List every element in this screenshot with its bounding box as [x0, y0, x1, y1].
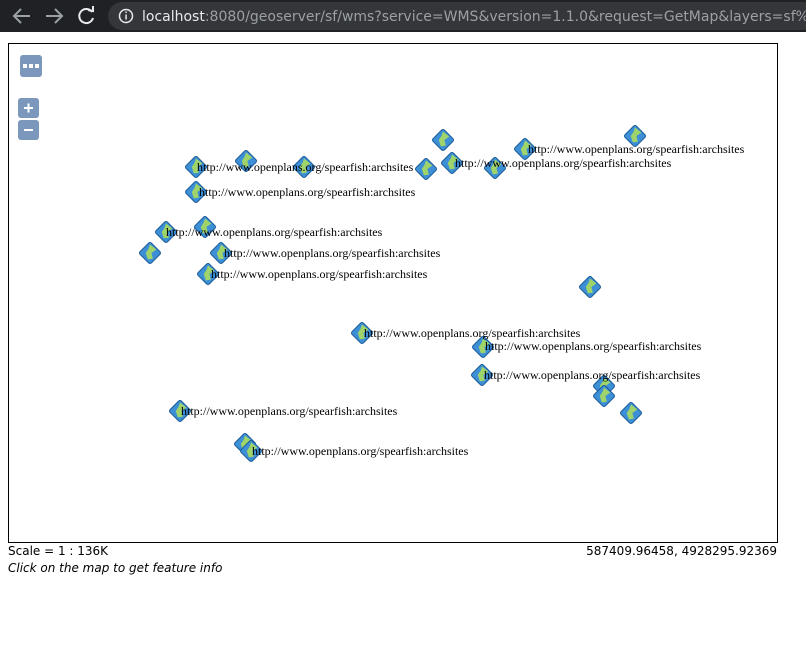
site-info-icon[interactable] — [118, 8, 134, 24]
icon-land — [191, 183, 203, 199]
feature-icon[interactable] — [415, 158, 438, 181]
feature-label: http://www.openplans.org/spearfish:archs… — [181, 404, 398, 418]
back-button[interactable] — [12, 8, 30, 24]
scale: Scale = 1 : 136K — [8, 544, 109, 558]
map[interactable] — [8, 43, 778, 543]
feature-icon[interactable] — [235, 150, 258, 173]
icon-land — [241, 152, 253, 168]
icon-land — [626, 404, 638, 420]
feature-icon[interactable] — [197, 263, 220, 286]
feature-icon[interactable] — [139, 242, 162, 265]
icon-land — [478, 338, 490, 354]
feature-label: http://www.openplans.org/spearfish:archs… — [199, 185, 416, 199]
layer-switcher[interactable] — [20, 55, 42, 77]
feature-icon[interactable] — [471, 364, 494, 387]
url: localhost:8080/geoserver/sf/wms?service=… — [142, 9, 806, 25]
feature-icon[interactable] — [351, 322, 374, 345]
feature-label: http://www.openplans.org/spearfish:archs… — [197, 160, 414, 174]
feature-icon[interactable] — [484, 157, 507, 180]
icon-land — [161, 223, 173, 239]
icon-land — [145, 244, 157, 260]
icon-land — [630, 127, 642, 143]
feature-icon[interactable] — [472, 336, 495, 359]
icon-land — [490, 159, 502, 175]
address-bar[interactable] — [108, 2, 806, 30]
feature-label: http://www.openplans.org/spearfish:archs… — [455, 156, 672, 170]
icon-land — [520, 140, 532, 156]
feature-icon[interactable] — [624, 125, 647, 148]
icon-land — [203, 265, 215, 281]
zoom-out[interactable] — [18, 120, 39, 140]
feature-icon[interactable] — [185, 156, 208, 179]
icon-land — [357, 324, 369, 340]
feature-icon[interactable] — [240, 440, 263, 463]
icon-land — [477, 366, 489, 382]
icon-land — [585, 278, 597, 294]
feature-label: http://www.openplans.org/spearfish:archs… — [528, 142, 745, 156]
feature-label: http://www.openplans.org/spearfish:archs… — [166, 225, 383, 239]
feature-label: http://www.openplans.org/spearfish:archs… — [252, 444, 469, 458]
feature-label: http://www.openplans.org/spearfish:archs… — [485, 339, 702, 353]
feature-icon[interactable] — [441, 152, 464, 175]
feature-icon[interactable] — [293, 156, 316, 179]
url-host: localhost — [142, 9, 205, 25]
zoom-in[interactable] — [18, 98, 39, 118]
icon-land — [447, 154, 459, 170]
url-path: :8080/geoserver/sf/wms?service=WMS&versi… — [205, 9, 806, 25]
icon-land — [421, 160, 433, 176]
icon-land — [599, 387, 611, 403]
feature-icon[interactable] — [579, 276, 602, 299]
feature-icon[interactable] — [194, 216, 217, 239]
icon-land — [175, 402, 187, 418]
icon-land — [191, 158, 203, 174]
feature-icon[interactable] — [432, 129, 455, 152]
icon-land — [216, 244, 228, 260]
forward-button[interactable] — [46, 8, 64, 24]
icon-land — [200, 218, 212, 234]
hint: Click on the map to get feature info — [8, 561, 222, 575]
feature-icon[interactable] — [155, 221, 178, 244]
feature-icon[interactable] — [620, 402, 643, 425]
feature-label: http://www.openplans.org/spearfish:archs… — [224, 246, 441, 260]
coordinates: 587409.96458, 4928295.92369 — [586, 544, 777, 558]
feature-label: http://www.openplans.org/spearfish:archs… — [364, 326, 581, 340]
feature-label: http://www.openplans.org/spearfish:archs… — [211, 267, 428, 281]
icon-land — [438, 131, 450, 147]
feature-icon[interactable] — [185, 181, 208, 204]
feature-icon[interactable] — [593, 385, 616, 408]
icon-land — [246, 442, 258, 458]
reload-button[interactable] — [78, 6, 94, 25]
icon-land — [299, 158, 311, 174]
feature-label: http://www.openplans.org/spearfish:archs… — [484, 368, 701, 382]
feature-icon[interactable] — [169, 400, 192, 423]
feature-icon[interactable] — [514, 138, 537, 161]
feature-icon[interactable] — [210, 242, 233, 265]
